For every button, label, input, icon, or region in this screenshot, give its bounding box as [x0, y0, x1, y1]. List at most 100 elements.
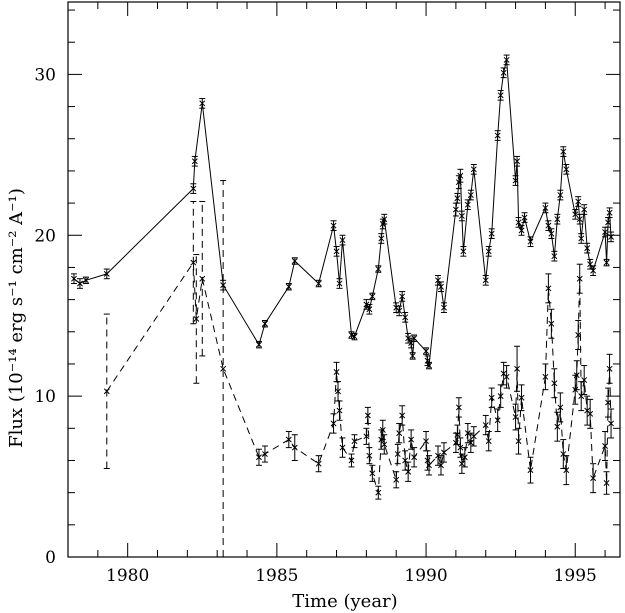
data-point — [521, 214, 528, 221]
data-point — [605, 219, 612, 226]
data-point — [315, 460, 322, 467]
data-point — [608, 420, 615, 427]
data-point — [348, 457, 355, 464]
data-point — [603, 480, 610, 486]
y-tick-label: 0 — [45, 548, 56, 568]
data-point — [515, 438, 522, 445]
data-point — [426, 362, 432, 369]
data-point — [199, 275, 206, 282]
data-point — [455, 404, 462, 411]
x-axis-title: Time (year) — [292, 591, 397, 612]
data-point — [514, 365, 521, 372]
data-point — [576, 216, 583, 223]
data-point — [470, 433, 477, 440]
data-point — [527, 238, 534, 245]
data-point — [193, 315, 200, 322]
data-point — [488, 394, 495, 401]
data-point — [333, 248, 340, 255]
data-point — [572, 211, 579, 218]
data-point — [494, 417, 501, 424]
data-point — [438, 462, 444, 469]
data-point — [542, 204, 549, 211]
data-point — [405, 468, 412, 475]
data-point — [351, 333, 358, 340]
data-point — [285, 283, 292, 290]
data-point — [573, 372, 580, 379]
data-point — [454, 431, 461, 438]
data-point — [103, 270, 110, 277]
data-point — [399, 412, 406, 419]
data-point — [402, 314, 409, 321]
data-point — [190, 185, 197, 192]
data-point — [364, 412, 371, 419]
data-point — [602, 443, 609, 449]
data-point — [542, 373, 549, 380]
data-point — [457, 172, 464, 179]
data-point — [578, 235, 585, 242]
data-point — [199, 100, 206, 107]
data-point — [581, 206, 588, 213]
series-line — [106, 261, 612, 493]
data-point — [339, 237, 346, 244]
data-point — [497, 92, 504, 99]
data-point — [515, 219, 522, 226]
data-point — [330, 420, 337, 427]
data-point — [454, 195, 461, 202]
series-dashed — [103, 180, 615, 558]
data-point — [366, 452, 373, 459]
data-point — [557, 192, 564, 198]
data-point — [482, 277, 489, 284]
axes: 1980 1985 1990 1995 0 10 20 30 — [34, 1, 621, 586]
data-point — [485, 248, 492, 255]
data-point — [256, 454, 262, 461]
data-point — [411, 454, 418, 461]
data-point — [548, 320, 555, 327]
data-point — [563, 166, 570, 173]
data-point — [411, 335, 418, 342]
data-point — [351, 438, 358, 445]
data-point — [441, 449, 447, 456]
data-point — [464, 201, 471, 208]
data-point — [409, 352, 416, 359]
data-point — [590, 475, 597, 482]
data-point — [512, 177, 519, 184]
data-point — [470, 166, 477, 173]
data-point — [426, 462, 432, 469]
data-point — [605, 399, 612, 406]
data-point — [369, 293, 376, 300]
data-point — [460, 248, 467, 255]
data-point — [503, 373, 510, 380]
data-point — [366, 306, 373, 313]
data-point — [335, 388, 341, 395]
y-tick-label: 30 — [34, 65, 56, 85]
data-point — [560, 148, 567, 155]
data-point — [375, 266, 382, 272]
y-tick-label: 10 — [34, 387, 56, 407]
data-point — [220, 365, 227, 372]
data-point — [256, 341, 262, 348]
data-point — [512, 414, 519, 420]
data-point — [457, 444, 464, 451]
data-point — [603, 259, 610, 266]
data-point — [220, 282, 227, 289]
x-tick-label: 1980 — [106, 566, 149, 586]
data-point — [396, 307, 403, 314]
data-point — [545, 222, 552, 229]
data-point — [399, 293, 406, 300]
data-point — [482, 422, 489, 429]
data-point — [441, 304, 447, 311]
data-point — [458, 213, 465, 219]
data-point — [333, 369, 340, 375]
data-point — [575, 332, 582, 338]
data-point — [488, 230, 495, 237]
data-point — [393, 476, 400, 483]
plot-frame — [67, 1, 621, 558]
data-point — [336, 280, 343, 287]
data-point — [590, 267, 597, 274]
data-point — [423, 348, 430, 355]
data-point — [394, 451, 401, 457]
data-point — [369, 470, 376, 477]
data-point — [554, 423, 561, 430]
data-point — [554, 216, 561, 223]
